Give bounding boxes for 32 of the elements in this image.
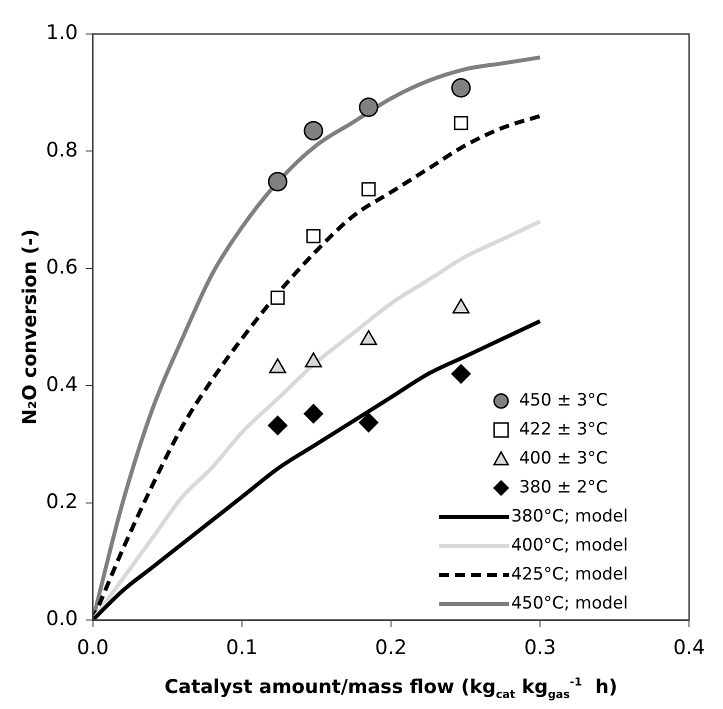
legend-label: 450 ± 3°C — [519, 390, 608, 410]
y-tick-label: 1.0 — [46, 20, 78, 44]
point — [358, 412, 378, 432]
point — [361, 182, 376, 196]
point — [304, 120, 324, 140]
point — [451, 364, 471, 384]
point — [268, 172, 288, 192]
y-tick-label: 0.8 — [46, 137, 78, 162]
x-tick-label: 0.1 — [226, 635, 258, 660]
point — [270, 290, 285, 305]
y-tick-label: 0.2 — [46, 489, 78, 514]
point — [306, 229, 321, 244]
x-tick-label: 0.2 — [375, 635, 407, 660]
x-tick-label: 0.4 — [673, 635, 706, 660]
point — [304, 404, 324, 424]
point — [268, 416, 288, 436]
point — [454, 116, 468, 130]
legend-label: 380 ± 2°C — [519, 477, 608, 498]
legend-label: 400 ± 3°C — [519, 448, 608, 468]
y-tick-label: 0.6 — [46, 254, 78, 279]
legend-label: 380°C; model — [511, 506, 628, 526]
point — [358, 98, 378, 117]
point — [451, 78, 471, 98]
x-tick-label: 0.0 — [76, 635, 109, 660]
x-tick-label: 0.3 — [524, 635, 556, 660]
y-tick-label: 0.4 — [46, 372, 78, 396]
y-tick-label: 0.0 — [46, 606, 78, 630]
legend-label: 425°C; model — [511, 564, 628, 584]
legend-label: 422 ± 3°C — [519, 419, 608, 440]
legend-label: 400°C; model — [511, 535, 628, 556]
y-axis-title: N₂O conversion (-) — [19, 229, 41, 425]
legend-label: 450°C; model — [511, 593, 628, 614]
